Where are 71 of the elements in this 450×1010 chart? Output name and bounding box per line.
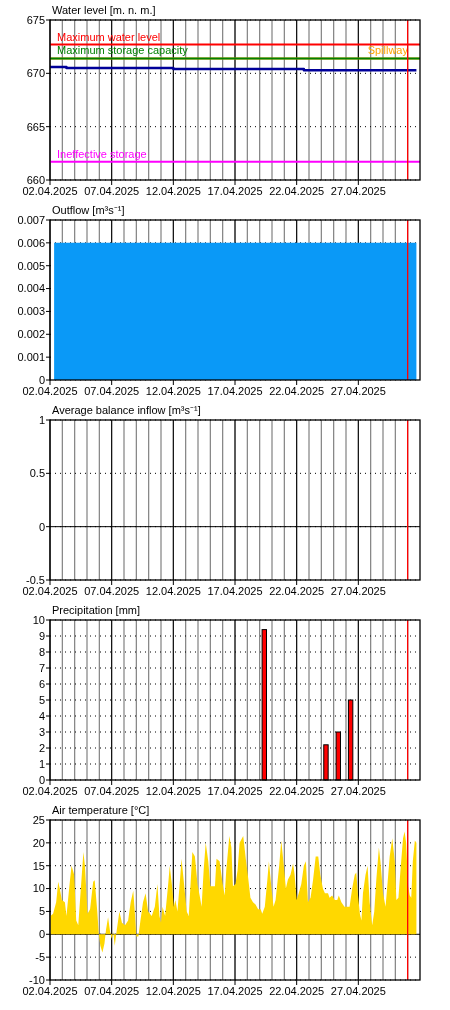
- y-tick-label: 5: [38, 905, 45, 918]
- x-tick-label: 12.04.2025: [145, 985, 201, 997]
- x-tick-label: 17.04.2025: [207, 585, 263, 597]
- x-tick-label: 22.04.2025: [269, 985, 325, 997]
- x-tick-label: 22.04.2025: [269, 385, 325, 397]
- x-tick-label: 17.04.2025: [207, 785, 263, 797]
- x-tick-label: 27.04.2025: [330, 385, 386, 397]
- y-tick-label: 5: [38, 693, 45, 706]
- x-tick-label: 12.04.2025: [145, 585, 201, 597]
- x-tick-label: 02.04.2025: [22, 185, 78, 197]
- y-tick-label: 0: [38, 373, 45, 386]
- x-tick-label: 12.04.2025: [145, 785, 201, 797]
- y-tick-label: 665: [26, 120, 45, 133]
- x-tick-label: 27.04.2025: [330, 585, 386, 597]
- y-tick-label: 10: [32, 613, 45, 626]
- x-tick-label: 27.04.2025: [330, 185, 386, 197]
- y-tick-label: 20: [32, 836, 45, 849]
- y-tick-label: 9: [38, 629, 45, 642]
- y-tick-label: 0.005: [17, 259, 45, 272]
- chart-title: Air temperature [°C]: [52, 804, 150, 816]
- y-tick-label: 660: [26, 173, 45, 186]
- y-tick-label: 0: [38, 773, 45, 786]
- x-tick-label: 22.04.2025: [269, 785, 325, 797]
- x-tick-label: 22.04.2025: [269, 185, 325, 197]
- y-tick-label: 2: [38, 741, 45, 754]
- y-tick-label: 7: [38, 661, 45, 674]
- chart-title: Precipitation [mm]: [52, 604, 141, 616]
- x-tick-label: 17.04.2025: [207, 985, 263, 997]
- y-tick-label: 0.004: [17, 282, 45, 295]
- y-tick-label: 8: [38, 645, 45, 658]
- x-tick-label: 27.04.2025: [330, 985, 386, 997]
- y-tick-label: 3: [38, 725, 45, 738]
- y-tick-label: 675: [26, 13, 45, 26]
- y-tick-label: 0.001: [17, 350, 45, 363]
- x-tick-label: 02.04.2025: [22, 585, 78, 597]
- x-tick-label: 02.04.2025: [22, 785, 78, 797]
- x-tick-label: 07.04.2025: [84, 185, 140, 197]
- y-tick-label: 0.002: [17, 328, 45, 341]
- x-tick-label: 22.04.2025: [269, 585, 325, 597]
- y-tick-label: 0.003: [17, 305, 45, 318]
- x-tick-label: 07.04.2025: [84, 785, 140, 797]
- y-tick-label: -0.5: [26, 573, 45, 586]
- y-tick-label: 1: [38, 413, 45, 426]
- chart-title: Outflow [m³s⁻¹]: [52, 204, 125, 216]
- x-tick-label: 12.04.2025: [145, 185, 201, 197]
- x-tick-label: 07.04.2025: [84, 585, 140, 597]
- x-tick-label: 17.04.2025: [207, 185, 263, 197]
- chart-title: Average balance inflow [m³s⁻¹]: [52, 404, 201, 416]
- y-tick-label: 6: [38, 677, 45, 690]
- y-tick-label: 4: [38, 709, 45, 722]
- y-tick-label: 0.006: [17, 236, 45, 249]
- x-tick-label: 12.04.2025: [145, 385, 201, 397]
- y-tick-label: -5: [35, 950, 45, 963]
- x-tick-label: 27.04.2025: [330, 785, 386, 797]
- y-tick-label: 10: [32, 882, 45, 895]
- y-tick-label: 15: [32, 859, 45, 872]
- y-tick-label: -10: [29, 973, 45, 986]
- x-tick-label: 07.04.2025: [84, 985, 140, 997]
- chart-title: Water level [m. n. m.]: [52, 4, 156, 16]
- y-tick-label: 1: [38, 757, 45, 770]
- x-tick-label: 07.04.2025: [84, 385, 140, 397]
- x-tick-label: 02.04.2025: [22, 385, 78, 397]
- y-tick-label: 0.007: [17, 213, 45, 226]
- ref-line-label: Spillway: [367, 44, 409, 57]
- y-tick-label: 670: [26, 67, 45, 80]
- y-tick-label: 0.5: [29, 467, 45, 480]
- y-tick-label: 0: [38, 928, 45, 941]
- x-tick-label: 17.04.2025: [207, 385, 263, 397]
- x-tick-label: 02.04.2025: [22, 985, 78, 997]
- y-tick-label: 25: [32, 813, 45, 826]
- y-tick-label: 0: [38, 520, 45, 533]
